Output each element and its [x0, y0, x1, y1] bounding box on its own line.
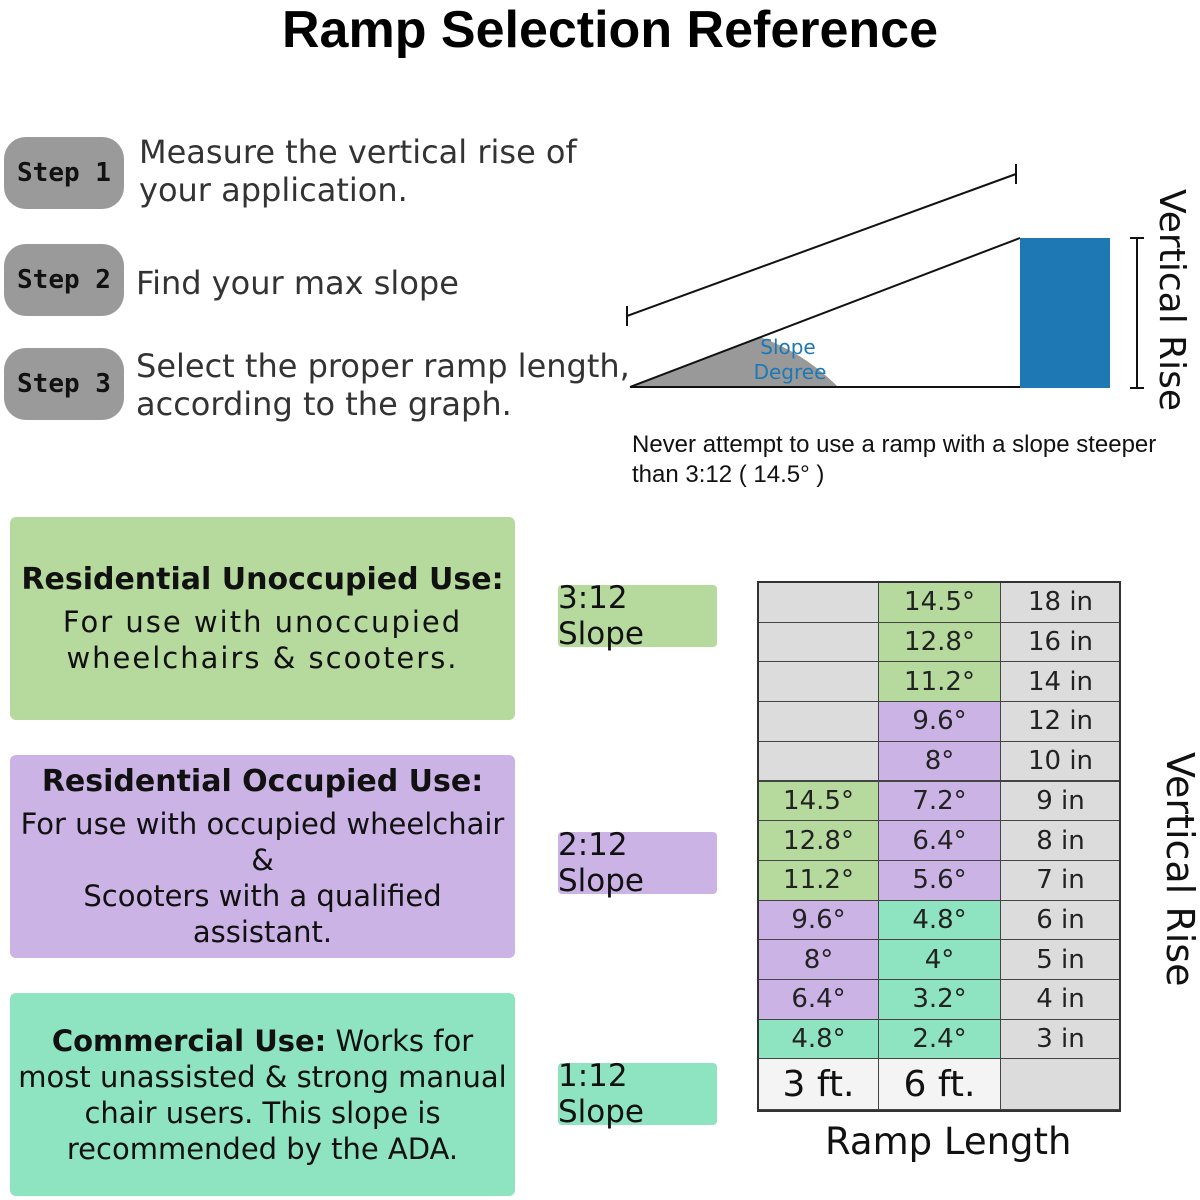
angle-cell: [758, 661, 879, 703]
ramp-line: [629, 237, 1021, 388]
slope-label: 3:12 Slope: [558, 580, 717, 652]
angle-cell: 5 in: [1000, 939, 1121, 980]
angle-cell: 14.5°: [758, 780, 879, 822]
angle-cell: 9.6°: [878, 701, 1001, 742]
step-text: Find your max slope: [136, 264, 459, 302]
length-line: [626, 173, 1017, 317]
length-cell: 6 ft.: [878, 1058, 1001, 1111]
angle-cell: 14.5°: [878, 582, 1001, 623]
text-line: recommended by the ADA.: [66, 1131, 459, 1166]
angle-cell: [758, 621, 879, 663]
angle-cell: 7 in: [1000, 859, 1121, 901]
angle-cell: [758, 740, 879, 782]
text-line: Commercial Use: Works for: [52, 1023, 473, 1059]
use-title: Residential Occupied Use:: [41, 763, 484, 799]
y-label: Vertical Rise: [1158, 752, 1200, 987]
step-badge: Step 2: [4, 244, 124, 316]
step-badge: Step 1: [4, 137, 124, 209]
use-box: Residential Occupied Use: For use with oc…: [10, 755, 515, 958]
angle-cell: 7.2°: [878, 780, 1001, 822]
step-text: Measure the vertical rise of your applica…: [139, 133, 577, 209]
angle-cell: 8°: [878, 740, 1001, 782]
use-box: Commercial Use: Works for most unassisted…: [10, 993, 515, 1196]
use-title: Commercial Use:: [51, 1023, 327, 1058]
slope-arc: [630, 337, 838, 387]
angle-cell: 6 in: [1000, 899, 1121, 941]
angle-cell: 6.4°: [878, 820, 1001, 861]
text-line: Find your max slope: [136, 264, 459, 302]
x-label: Ramp Length: [825, 1120, 1072, 1163]
warning-note: Never attempt to use a ramp with a slope…: [632, 430, 1156, 490]
angle-cell: 6.4°: [758, 979, 879, 1020]
text-line: according to the graph.: [136, 385, 512, 423]
angle-cell: [758, 701, 879, 742]
step-text: Select the proper ramp length, according …: [136, 347, 630, 423]
angle-cell: 4 in: [1000, 979, 1121, 1020]
angle-cell: 12.8°: [758, 820, 879, 861]
angle-label: Degree: [754, 360, 827, 384]
step-badge: Step 3: [4, 348, 124, 420]
angle-cell: 3 in: [1000, 1018, 1121, 1060]
angle-cell: 10 in: [1000, 740, 1121, 782]
angle-cell: 5.6°: [878, 859, 1001, 901]
text-line: Works for: [335, 1023, 474, 1058]
ramp-diagram: Slope Degree Vertical Rise: [626, 164, 1192, 411]
use-box: Residential Unoccupied Use: For use with …: [10, 517, 515, 720]
angle-cell: 11.2°: [758, 859, 879, 901]
angle-cell: 18 in: [1000, 582, 1121, 623]
length-cell: [1000, 1058, 1121, 1111]
angle-cell: 9.6°: [758, 899, 879, 941]
angle-cell: 14 in: [1000, 661, 1121, 703]
angle-cell: 2.4°: [878, 1018, 1001, 1060]
text-line: Select the proper ramp length,: [136, 347, 630, 385]
angle-cell: 12.8°: [878, 621, 1001, 663]
text-line: wheelchairs & scooters.: [66, 640, 459, 675]
text-line: Never attempt to use a ramp with a slope…: [632, 431, 1157, 458]
angle-cell: 3.2°: [878, 979, 1001, 1020]
angle-cell: [758, 582, 879, 623]
rise-block: [1020, 238, 1110, 388]
slope-label: 2:12 Slope: [558, 827, 717, 899]
angle-cell: 4.8°: [758, 1018, 879, 1060]
use-title: Residential Unoccupied Use:: [21, 561, 504, 597]
length-cell: 3 ft.: [758, 1058, 879, 1111]
text-line: Scooters with a qualified assistant.: [83, 878, 442, 949]
text-line: most unassisted & strong manual: [18, 1059, 507, 1094]
text-line: your application.: [139, 171, 408, 209]
text-line: For use with unoccupied: [62, 604, 463, 639]
angle-cell: 12 in: [1000, 701, 1121, 742]
text-line: chair users. This slope is: [84, 1095, 441, 1130]
page-title: Ramp Selection Reference: [281, 1, 939, 59]
angle-cell: 8°: [758, 939, 879, 980]
side-label: Vertical Rise: [1151, 189, 1192, 411]
text-line: than 3:12 ( 14.5° ): [632, 461, 825, 488]
angle-cell: 8 in: [1000, 820, 1121, 861]
angle-cell: 11.2°: [878, 661, 1001, 703]
text-line: For use with occupied wheelchair &: [20, 806, 505, 877]
angle-cell: 4°: [878, 939, 1001, 980]
angle-cell: 9 in: [1000, 780, 1121, 822]
angle-label: Slope: [760, 335, 816, 359]
angle-cell: 16 in: [1000, 621, 1121, 663]
angle-cell: 4.8°: [878, 899, 1001, 941]
slope-label: 1:12 Slope: [558, 1058, 717, 1130]
text-line: Measure the vertical rise of: [139, 133, 577, 171]
